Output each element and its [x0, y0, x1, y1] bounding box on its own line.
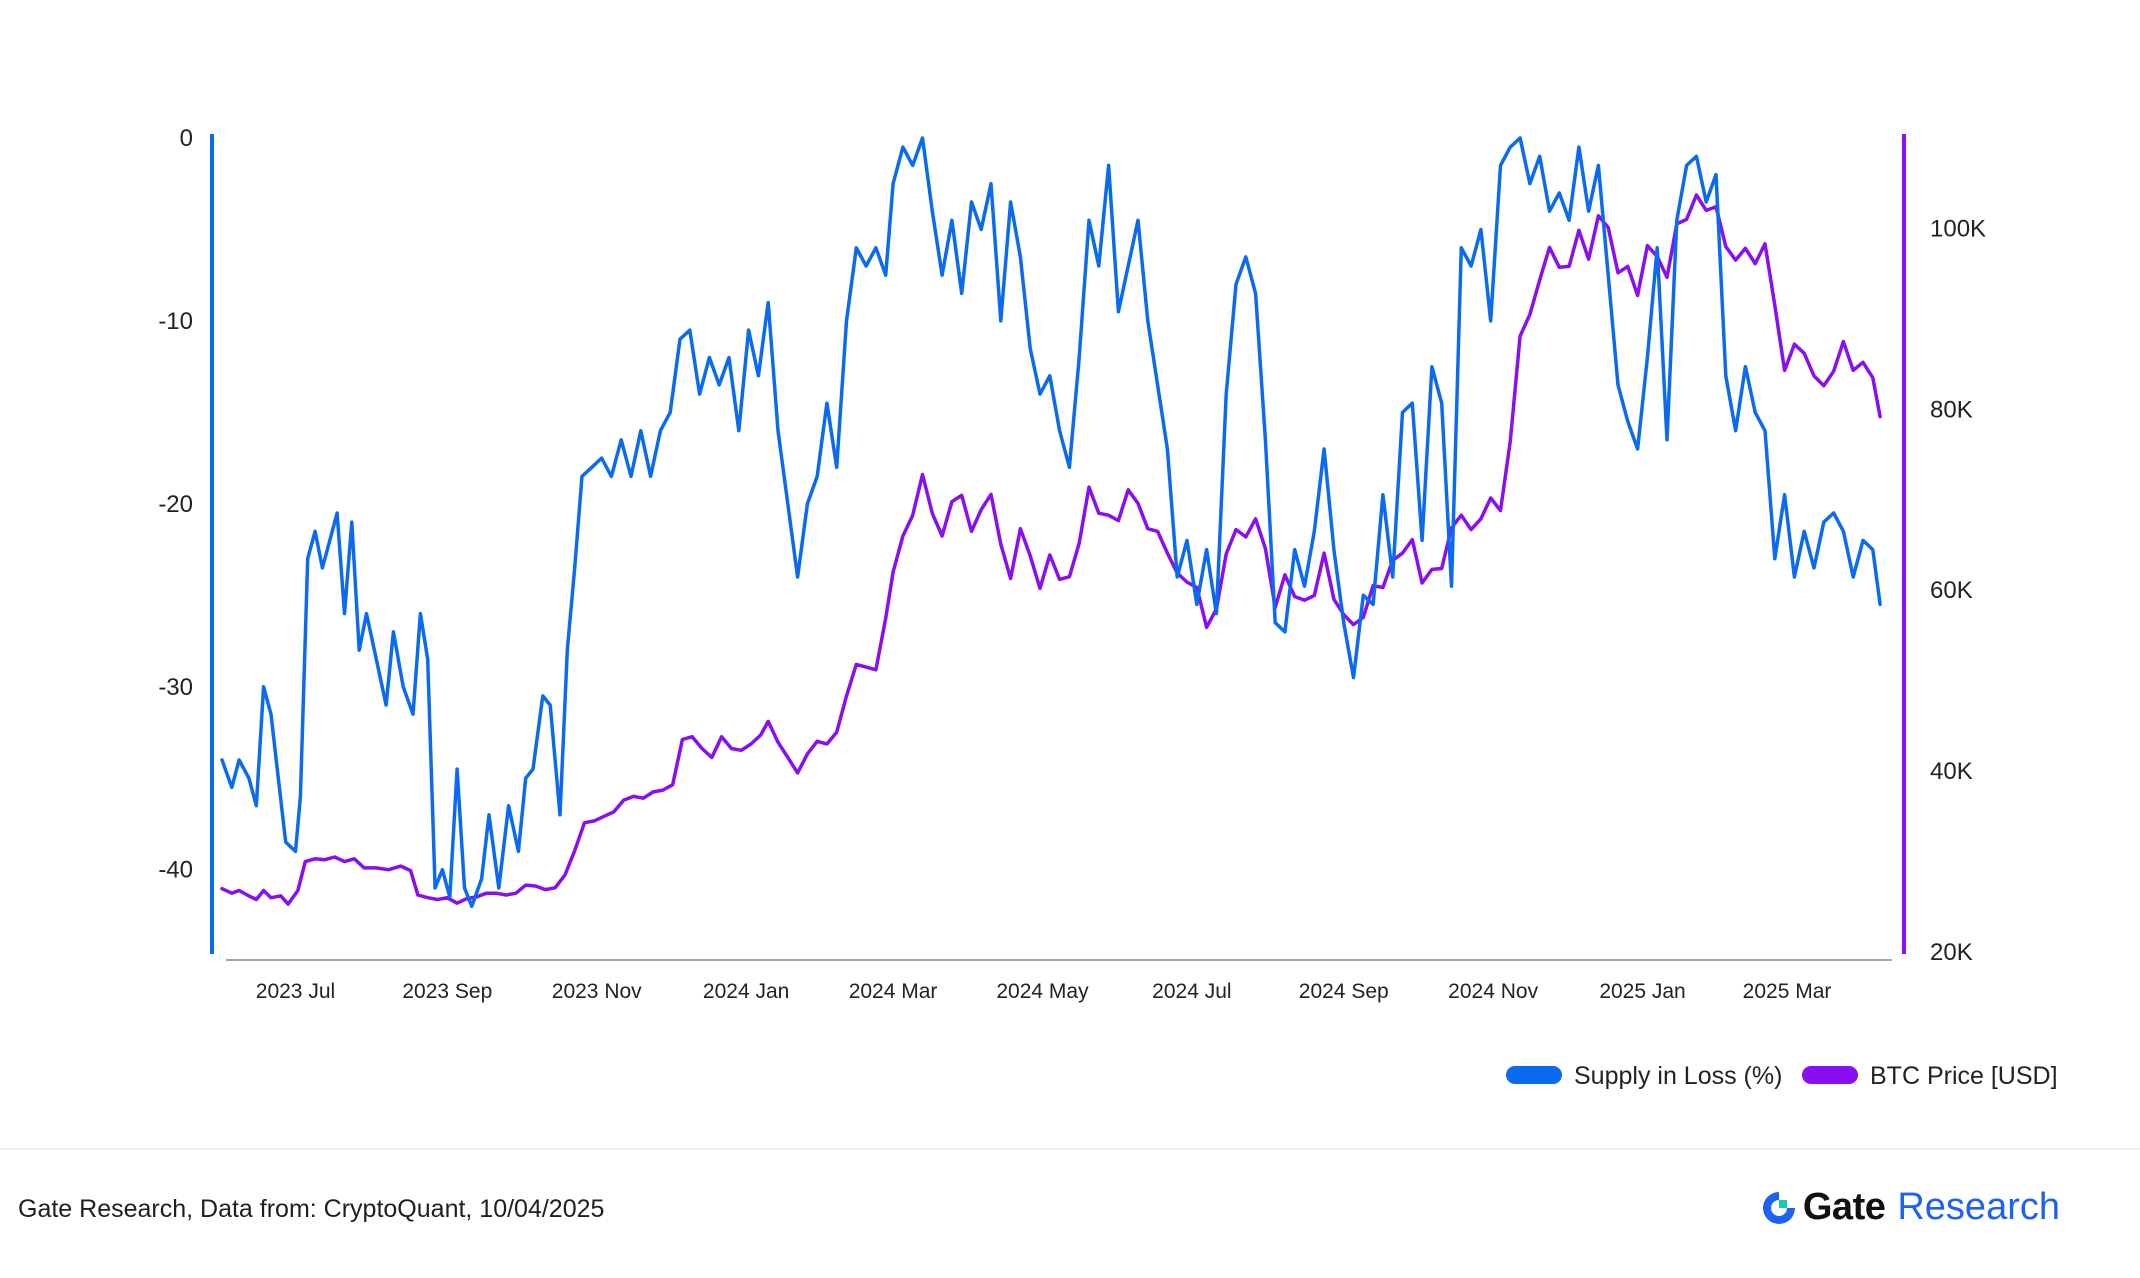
left-tick-label: -20: [158, 491, 193, 518]
left-tick-label: -10: [158, 308, 193, 335]
x-tick-label: 2024 Sep: [1299, 980, 1389, 1003]
series-line-supply-in-loss: [220, 136, 1882, 909]
gate-logo-icon: [1762, 1191, 1795, 1224]
legend-label: Supply in Loss (%): [1574, 1062, 1782, 1090]
x-tick-label: 2023 Jul: [256, 980, 335, 1003]
x-tick-label: 2025 Mar: [1743, 980, 1832, 1003]
right-y-axis: 20K 40K 60K 80K 100K: [1902, 134, 1986, 966]
x-tick-label: 2023 Sep: [402, 980, 492, 1003]
right-tick-label: 40K: [1930, 758, 1973, 785]
legend-swatch: [1506, 1066, 1562, 1084]
brand-suffix: Research: [1897, 1186, 2060, 1228]
right-tick-label: 20K: [1930, 939, 1973, 966]
x-tick-label: 2024 Mar: [849, 980, 938, 1003]
series-lines: [220, 136, 1882, 909]
left-tick-label: -30: [158, 674, 193, 701]
x-axis: 2023 Jul 2023 Sep 2023 Nov 2024 Jan 2024 Mar…: [226, 959, 1892, 1003]
legend-label: BTC Price [USD]: [1870, 1062, 2058, 1090]
x-tick-label: 2024 Nov: [1448, 980, 1538, 1003]
brand-logo-group: Gate Research: [1759, 1186, 2060, 1229]
left-y-axis: 0 -10 -20 -30 -40: [158, 125, 214, 954]
brand-name: Gate: [1802, 1186, 1886, 1228]
left-tick-label: 0: [180, 125, 193, 152]
x-tick-label: 2023 Nov: [552, 980, 642, 1003]
right-tick-label: 100K: [1930, 215, 1986, 242]
x-tick-label: 2024 May: [996, 980, 1089, 1003]
legend: Supply in Loss (%) BTC Price [USD]: [1506, 1062, 2058, 1090]
series-line-btc-price: [220, 193, 1882, 906]
x-tick-label: 2025 Jan: [1599, 980, 1685, 1003]
right-tick-label: 80K: [1930, 396, 1973, 423]
footer-source: Gate Research, Data from: CryptoQuant, 1…: [18, 1195, 605, 1223]
footer-divider: [0, 1148, 2140, 1150]
x-tick-label: 2024 Jan: [703, 980, 789, 1003]
legend-swatch: [1802, 1066, 1858, 1084]
right-tick-label: 60K: [1930, 577, 1973, 604]
left-tick-label: -40: [158, 857, 193, 884]
x-tick-label: 2024 Jul: [1152, 980, 1231, 1003]
